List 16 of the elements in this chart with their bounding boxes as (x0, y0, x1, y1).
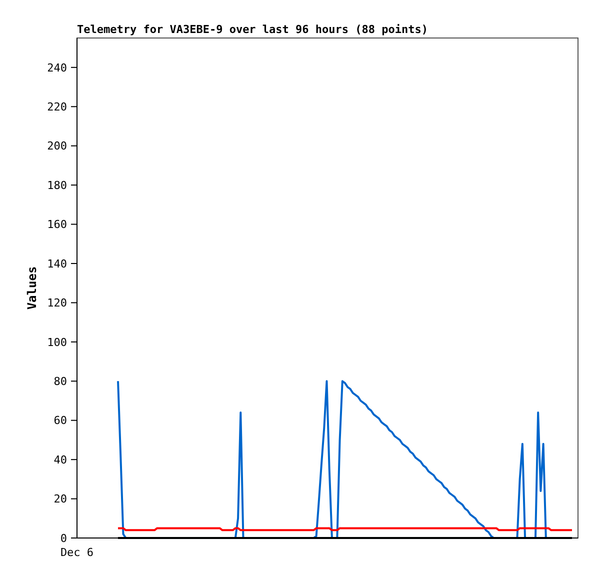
y-tick-label: 60 (54, 414, 67, 428)
y-tick-label: 220 (47, 100, 67, 114)
y-tick-label: 120 (47, 296, 67, 310)
y-tick-label: 140 (47, 257, 67, 270)
y-tick-label: 40 (54, 453, 67, 466)
y-tick-label: 80 (54, 374, 67, 388)
y-tick-label: 240 (47, 61, 67, 74)
chart-title: Telemetry for VA3EBE-9 over last 96 hours (88 points) (77, 23, 428, 36)
y-tick-label: 20 (54, 492, 67, 506)
text: Dec 6 (60, 546, 94, 559)
y-tick-label: 200 (47, 140, 67, 153)
y-tick-label: 100 (47, 336, 67, 349)
y-axis-title: Values (25, 266, 39, 310)
y-tick-label: 180 (47, 178, 67, 192)
y-tick-label: 160 (47, 218, 67, 232)
y-tick-label: 0 (60, 532, 67, 545)
